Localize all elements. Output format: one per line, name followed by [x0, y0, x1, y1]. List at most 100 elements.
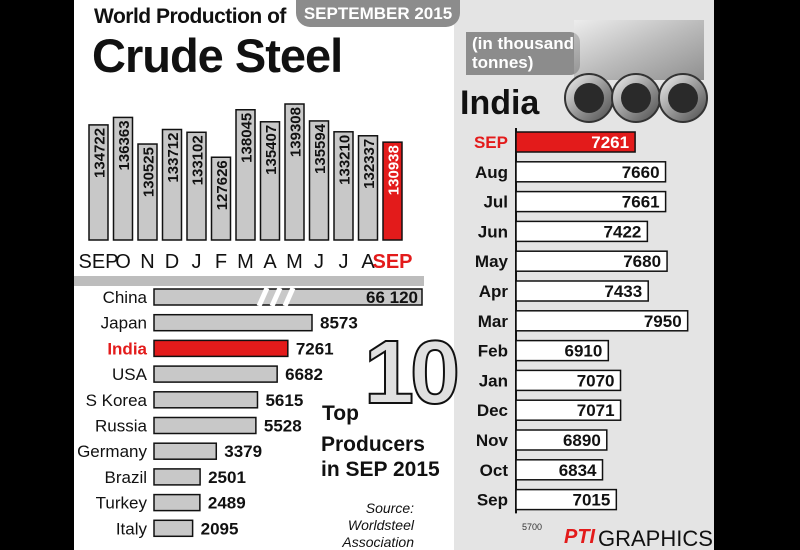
india-bar — [515, 369, 622, 392]
title-line-1: World Production of — [94, 5, 286, 28]
india-bar — [515, 339, 610, 362]
producer-value: 2489 — [208, 494, 246, 513]
producer-value: 7261 — [296, 339, 334, 358]
india-month-label: Jan — [479, 371, 508, 390]
producer-name: Japan — [101, 314, 147, 333]
world-bar — [357, 135, 379, 241]
world-month-label: J — [339, 251, 349, 273]
world-bar — [333, 131, 354, 241]
india-month-label: Jul — [483, 193, 508, 212]
india-month-label: May — [475, 252, 509, 271]
producer-value: 5615 — [265, 391, 303, 410]
world-bar-value: 136363 — [116, 120, 133, 170]
producer-name: Brazil — [104, 468, 147, 487]
india-bar-value: 6910 — [564, 342, 602, 361]
india-heading: India — [460, 84, 540, 122]
world-bar-value: 139308 — [288, 107, 305, 157]
world-bar — [88, 124, 109, 241]
producer-name: India — [107, 339, 147, 358]
producer-name: China — [103, 288, 148, 307]
steel-pipes-icon — [564, 20, 708, 123]
producer-name: Turkey — [96, 494, 148, 513]
india-month-label: Nov — [476, 431, 509, 450]
world-month-label: A — [361, 251, 375, 273]
producers-label: Producers in SEP 2015 — [321, 432, 440, 482]
india-bar — [515, 429, 608, 451]
india-monthly-chart: SEP 7261 Aug 7660 Jul 7661 Jun 7422 May 7680 Apr 74… — [474, 128, 689, 514]
india-axis-min: 5700 — [522, 522, 543, 532]
unit-label: (in thousand tonnes) — [466, 32, 580, 75]
world-bar-value: 132337 — [361, 139, 378, 189]
india-bar-value: 7680 — [623, 252, 661, 271]
world-bar-value: 133712 — [165, 133, 182, 183]
producer-value: 6682 — [285, 365, 323, 384]
world-month-label: F — [215, 251, 227, 273]
india-bar-value: 7261 — [591, 133, 629, 152]
producer-value: 3379 — [224, 442, 262, 461]
india-bar-value: 7661 — [622, 193, 660, 212]
producers-line: Producers — [321, 433, 425, 456]
producer-bar — [153, 313, 313, 332]
world-bar-value: 138045 — [239, 113, 256, 163]
india-bar — [515, 459, 604, 481]
producer-bar — [153, 339, 289, 358]
world-bar — [284, 103, 305, 241]
india-bar — [515, 310, 689, 332]
title-line-2: Crude Steel — [92, 29, 343, 82]
india-bar — [515, 190, 667, 213]
india-bar-value: 7070 — [577, 371, 615, 390]
unit-label-line-1: (in thousand — [472, 34, 574, 53]
producer-name: Italy — [116, 519, 148, 538]
world-month-label: SEP — [372, 251, 412, 273]
month-badge: SEPTEMBER 2015 — [296, 0, 460, 27]
top-ten-number: 10 — [363, 323, 461, 423]
world-month-label: J — [192, 251, 202, 273]
world-bar-value: 135407 — [263, 125, 280, 175]
india-bar-value: 6834 — [559, 461, 597, 480]
world-month-label: D — [165, 251, 179, 273]
pti-mark: PTI — [564, 526, 596, 548]
world-bar — [382, 141, 403, 241]
producer-value: 2095 — [201, 519, 239, 538]
world-bar — [161, 128, 183, 241]
world-bar — [112, 116, 134, 241]
producer-value: 66 120 — [366, 288, 418, 307]
india-bar-value: 7015 — [572, 491, 610, 510]
world-month-label: O — [115, 251, 131, 273]
india-month-label: Feb — [478, 342, 508, 361]
world-bar-value: 133102 — [190, 135, 207, 185]
producer-bar — [153, 391, 259, 409]
india-bar-value: 7433 — [604, 282, 642, 301]
world-bar — [210, 156, 232, 241]
producer-value: 2501 — [208, 468, 246, 487]
producer-bar — [153, 519, 194, 538]
axis-break-mark — [282, 286, 296, 308]
india-bar — [515, 399, 622, 421]
producer-bar — [153, 416, 257, 435]
axis-break-mark — [256, 286, 270, 308]
producer-bar — [153, 468, 201, 486]
india-month-label: Aug — [475, 163, 508, 182]
producer-name: Germany — [77, 442, 147, 461]
india-month-label: Mar — [478, 312, 509, 331]
world-month-label: J — [314, 251, 324, 273]
india-bar — [515, 250, 668, 272]
producer-value: 8573 — [320, 314, 358, 333]
india-month-label: Jun — [478, 222, 508, 241]
world-bar — [259, 121, 281, 241]
india-bar-value: 7660 — [622, 163, 660, 182]
source-value: Worldsteel Association — [342, 517, 414, 550]
world-bar-value: 134722 — [92, 128, 109, 178]
world-month-label: SEP — [78, 251, 118, 273]
section-divider — [74, 276, 424, 286]
india-month-label: Oct — [480, 461, 509, 480]
india-bar — [515, 220, 649, 243]
india-bar-value: 7071 — [577, 401, 615, 420]
india-bar-value: 6890 — [563, 431, 601, 450]
source-note: Source: Worldsteel Association — [284, 500, 414, 550]
india-month-label: Dec — [477, 401, 508, 420]
india-month-label: Sep — [477, 491, 508, 510]
producer-bar — [153, 365, 278, 383]
producer-name: S Korea — [86, 391, 148, 410]
world-month-label: A — [263, 251, 277, 273]
